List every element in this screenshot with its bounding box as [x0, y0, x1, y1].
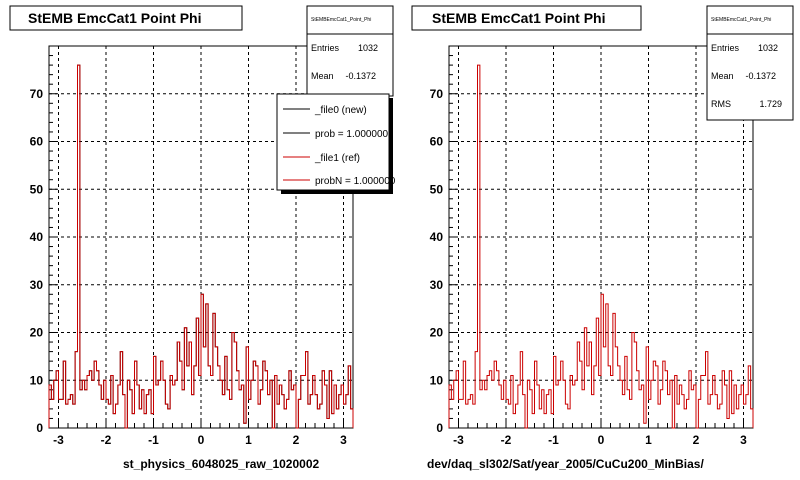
left-stats-box: StEMBEmcCat1_Point_Phi Entries 1032 Mean… — [306, 5, 394, 97]
left-y-tick-label: 20 — [30, 326, 44, 340]
left-y-tick-label: 0 — [36, 421, 43, 435]
left-panel: StEMB EmcCat1 Point Phi 010203040506070-… — [9, 5, 396, 471]
right-stats-entries-label: Entries — [711, 43, 740, 53]
right-x-tick-label: -3 — [453, 433, 464, 447]
right-title: StEMB EmcCat1 Point Phi — [432, 10, 605, 26]
right-stats-rms-label: RMS — [711, 99, 731, 109]
left-y-tick-label: 30 — [30, 278, 44, 292]
left-stats-entries-label: Entries — [311, 43, 340, 53]
legend-label-ref: _file1 (ref) — [314, 153, 360, 164]
left-y-tick-label: 70 — [30, 87, 44, 101]
left-x-tick-label: 3 — [340, 433, 347, 447]
legend-label-prob: prob = 1.000000 — [315, 129, 389, 140]
left-x-axis-label: st_physics_6048025_raw_1020002 — [123, 457, 319, 471]
right-x-tick-label: 1 — [645, 433, 652, 447]
left-y-tick-label: 50 — [30, 182, 44, 196]
right-x-tick-label: -2 — [501, 433, 512, 447]
left-x-tick-label: -2 — [101, 433, 112, 447]
right-x-tick-label: 0 — [598, 433, 605, 447]
left-stats-entries-value: 1032 — [358, 43, 378, 53]
right-y-tick-label: 0 — [436, 421, 443, 435]
right-stats-mean-label: Mean — [711, 71, 734, 81]
right-y-tick-label: 40 — [430, 230, 444, 244]
right-stats-rms-value: 1.729 — [759, 99, 782, 109]
right-stats-entries-value: 1032 — [758, 43, 778, 53]
left-stats-mean-value: -0.1372 — [345, 71, 376, 81]
right-plot-area: 0 10 20 30 40 50 60 70 -3 -2 -1 0 1 2 3 — [430, 45, 754, 447]
left-title: StEMB EmcCat1 Point Phi — [28, 10, 201, 26]
left-y-tick-label: 60 — [30, 135, 44, 149]
right-title-box — [411, 5, 642, 31]
left-stats-name: StEMBEmcCat1_Point_Phi — [311, 17, 371, 23]
legend-label-probn: probN = 1.000000 — [315, 176, 396, 187]
left-x-tick-label: -3 — [53, 433, 64, 447]
left-y-tick-label: 10 — [30, 373, 44, 387]
left-x-tick-label: 0 — [198, 433, 205, 447]
right-stats-mean-value: -0.1372 — [745, 71, 776, 81]
right-y-tick-label: 30 — [430, 278, 444, 292]
left-x-tick-label: 2 — [293, 433, 300, 447]
left-y-tick-label: 40 — [30, 230, 44, 244]
right-panel: StEMB EmcCat1 Point Phi 010203040506070-… — [411, 5, 794, 471]
right-x-tick-label: 3 — [740, 433, 747, 447]
right-y-tick-label: 20 — [430, 326, 444, 340]
right-x-tick-label: -1 — [548, 433, 559, 447]
right-y-tick-label: 10 — [430, 373, 444, 387]
right-y-tick-label: 70 — [430, 87, 444, 101]
right-stats-name: StEMBEmcCat1_Point_Phi — [711, 17, 771, 23]
legend-label-new: _file0 (new) — [314, 105, 367, 116]
left-x-tick-label: -1 — [148, 433, 159, 447]
right-histogram-series-1 — [448, 64, 754, 429]
left-legend: _file0 (new) prob = 1.000000 _file1 (ref… — [276, 93, 396, 194]
left-histogram-series-2 — [48, 64, 354, 429]
right-y-tick-label: 60 — [430, 135, 444, 149]
right-stats-box: StEMBEmcCat1_Point_Phi Entries 1032 Mean… — [706, 5, 794, 121]
right-x-axis-label: dev/daq_sl302/Sat/year_2005/CuCu200_MinB… — [427, 457, 704, 471]
right-y-tick-label: 50 — [430, 182, 444, 196]
left-stats-mean-label: Mean — [311, 71, 334, 81]
left-x-tick-label: 1 — [245, 433, 252, 447]
left-title-box — [9, 5, 243, 31]
right-x-tick-label: 2 — [693, 433, 700, 447]
